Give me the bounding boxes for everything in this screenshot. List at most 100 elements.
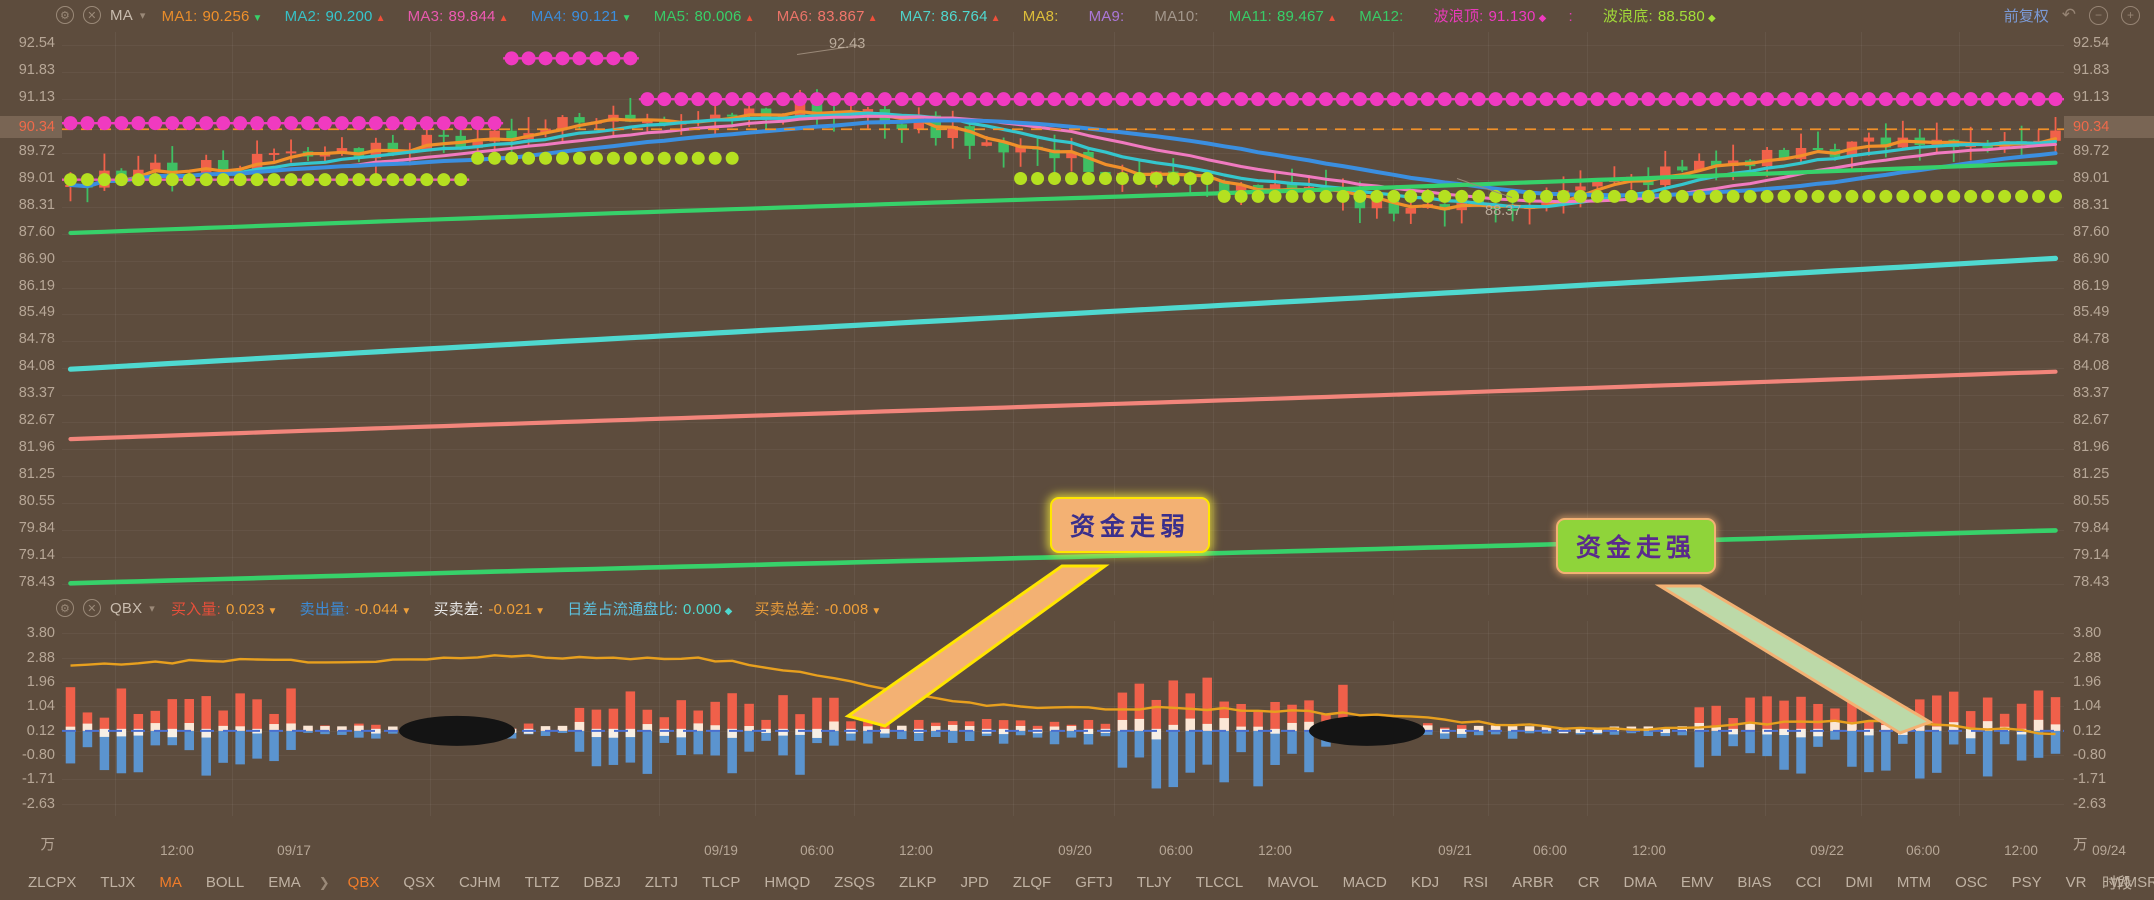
toolbar-item-tlccl[interactable]: TLCCL [1195, 874, 1244, 891]
toolbar-item-cci[interactable]: CCI [1795, 874, 1822, 891]
toolbar-item-psy[interactable]: PSY [2011, 874, 2042, 891]
toolbar-item-vr[interactable]: VR [2065, 874, 2087, 891]
ma-value-2[interactable]: MA2: 90.200 ▲ [285, 8, 386, 25]
toolbar-item-kdj[interactable]: KDJ [1410, 874, 1440, 891]
toolbar-item-cr[interactable]: CR [1577, 874, 1600, 891]
price-tick-label: 79.14 [2073, 546, 2110, 563]
toolbar-item-cjhm[interactable]: CJHM [459, 874, 501, 891]
price-leader-line [1456, 178, 1513, 199]
close-circle-icon[interactable]: ✕ [83, 6, 101, 24]
gear-icon[interactable]: ⚙ [56, 599, 74, 617]
qbx-value-2[interactable]: 卖出量: -0.044 ▼ [300, 601, 412, 618]
chevron-down-icon[interactable]: ▾ [139, 9, 146, 22]
price-tick-label: 78.43 [18, 573, 55, 590]
price-tick-label: 92.54 [18, 35, 55, 52]
qbx-tick-label: 1.96 [26, 674, 55, 691]
toolbar-item-zlkp[interactable]: ZLKP [899, 874, 937, 891]
toolbar-item-tlcp[interactable]: TLCP [701, 874, 741, 891]
gridline [1488, 32, 1489, 595]
ma-value-14[interactable]: : [1569, 8, 1581, 25]
toolbar-item-osc[interactable]: OSC [1955, 874, 1988, 891]
undo-icon[interactable]: ↶ [2061, 5, 2076, 24]
date-tick-label: 12:00 [2004, 843, 2038, 858]
toolbar-item-tljx[interactable]: TLJX [100, 874, 136, 891]
date-tick-label: 09/20 [1058, 843, 1092, 858]
toolbar-item-zltj[interactable]: ZLTJ [644, 874, 678, 891]
toolbar-item-tltz[interactable]: TLTZ [524, 874, 560, 891]
trend-arrow-icon: ◆ [1707, 12, 1716, 24]
toolbar-item-jpd[interactable]: JPD [960, 874, 989, 891]
gridline [62, 180, 2064, 182]
toolbar-item-emv[interactable]: EMV [1680, 874, 1714, 891]
price-tick-label: 89.01 [2073, 170, 2110, 187]
toolbar-item-zsqs[interactable]: ZSQS [834, 874, 875, 891]
qbx-value-3[interactable]: 买卖差: -0.021 ▼ [433, 601, 545, 618]
qbx-value-1[interactable]: 买入量: 0.023 ▼ [171, 601, 278, 618]
toolbar-item-gftj[interactable]: GFTJ [1075, 874, 1113, 891]
highlight-ellipse-2 [1309, 715, 1425, 746]
timeframe-button[interactable]: 时段 [2101, 875, 2132, 892]
ma-value-10[interactable]: MA10: [1154, 8, 1206, 25]
indicator-name-ma[interactable]: MA [110, 6, 133, 24]
ma-value-11[interactable]: MA11: 89.467 ▲ [1229, 8, 1337, 25]
ma-number: 89.844 [448, 7, 496, 25]
qbx-plot-area[interactable] [62, 621, 2064, 816]
price-plot-area[interactable] [62, 32, 2064, 595]
gear-icon[interactable]: ⚙ [56, 6, 74, 24]
toolbar-item-bias[interactable]: BIAS [1737, 874, 1772, 891]
ma-number: 88.580 [1657, 7, 1705, 25]
ma-value-3[interactable]: MA3: 89.844 ▲ [408, 8, 509, 25]
toolbar-item-qbx[interactable]: QBX [347, 874, 380, 891]
qbx-axis-right: 3.80 2.88 1.96 1.04 0.12 -0.80 -1.71 -2.63 万 [2064, 595, 2154, 853]
qbx-value-4[interactable]: 日差占流通盘比: 0.000 ◆ [567, 601, 732, 618]
ma-value-1[interactable]: MA1: 90.256 ▼ [162, 8, 263, 25]
toolbar-item-dbzj[interactable]: DBZJ [583, 874, 621, 891]
toolbar-item-mtm[interactable]: MTM [1896, 874, 1932, 891]
qbx-value-5[interactable]: 买卖总差: -0.008 ▼ [754, 601, 881, 618]
callout-strong[interactable]: 资金走强 [1556, 518, 1717, 574]
minus-circle-icon[interactable]: − [2089, 5, 2108, 25]
qbx-tick-label: -0.80 [2073, 747, 2107, 764]
toolbar-item-wmsr[interactable]: WMSR [2110, 874, 2154, 891]
price-axis-right: 92.54 91.83 91.13 90.34 89.72 89.01 88.31 87.60… [2064, 30, 2154, 595]
toolbar-item-ma[interactable]: MA [159, 874, 182, 891]
ma-value-4[interactable]: MA4: 90.121 ▼ [531, 8, 632, 25]
price-tick-label: 82.67 [18, 411, 55, 428]
gridline [62, 287, 2064, 289]
qbx-unit-label: 万 [40, 837, 56, 854]
adjust-mode-button[interactable]: 前复权 [2003, 7, 2049, 25]
qbx-tick-label: 1.04 [26, 698, 55, 715]
callout-weak[interactable]: 资金走弱 [1050, 497, 1211, 553]
ma-value-7[interactable]: MA7: 86.764 ▲ [900, 8, 1001, 25]
toolbar-item-qsx[interactable]: QSX [403, 874, 436, 891]
close-circle-icon[interactable]: ✕ [83, 599, 101, 617]
indicator-name-qbx[interactable]: QBX [110, 599, 143, 617]
toolbar-item-rsi[interactable]: RSI [1463, 874, 1489, 891]
toolbar-item-dma[interactable]: DMA [1623, 874, 1657, 891]
toolbar-item-macd[interactable]: MACD [1342, 874, 1387, 891]
trend-arrow-icon: ▲ [990, 12, 1001, 24]
ma-value-6[interactable]: MA6: 83.867 ▲ [777, 8, 878, 25]
ma5-line [68, 528, 2058, 586]
toolbar-item-hmqd[interactable]: HMQD [764, 874, 811, 891]
ma-value-15[interactable]: 波浪底: 88.580 ◆ [1603, 8, 1716, 25]
ma-value-8[interactable]: MA8: [1023, 8, 1067, 25]
qbx-tick-label: 1.04 [2073, 698, 2102, 715]
plus-circle-icon[interactable]: + [2121, 5, 2140, 25]
ma-value-9[interactable]: MA9: [1089, 8, 1133, 25]
ma-values-list: MA1: 90.256 ▼ MA2: 90.200 ▲ MA3: 89.844 ▲ MA4: 90.… [162, 5, 1738, 26]
toolbar-item-zlqf[interactable]: ZLQF [1012, 874, 1052, 891]
toolbar-item-dmi[interactable]: DMI [1845, 874, 1873, 891]
toolbar-item-mavol[interactable]: MAVOL [1267, 874, 1319, 891]
toolbar-item-tljy[interactable]: TLJY [1136, 874, 1172, 891]
ma-value-13[interactable]: 波浪顶: 91.130 ◆ [1434, 8, 1547, 25]
toolbar-item-zlcpx[interactable]: ZLCPX [28, 874, 77, 891]
qbx-tick-label: 1.96 [2073, 674, 2102, 691]
toolbar-item-ema[interactable]: EMA [268, 874, 301, 891]
chevron-down-icon[interactable]: ▾ [149, 602, 156, 615]
trend-arrow-icon: ▲ [498, 12, 509, 24]
toolbar-item-boll[interactable]: BOLL [205, 874, 245, 891]
toolbar-item-arbr[interactable]: ARBR [1512, 874, 1554, 891]
ma-value-12[interactable]: MA12: [1359, 8, 1411, 25]
ma-value-5[interactable]: MA5: 80.006 ▲ [654, 8, 755, 25]
